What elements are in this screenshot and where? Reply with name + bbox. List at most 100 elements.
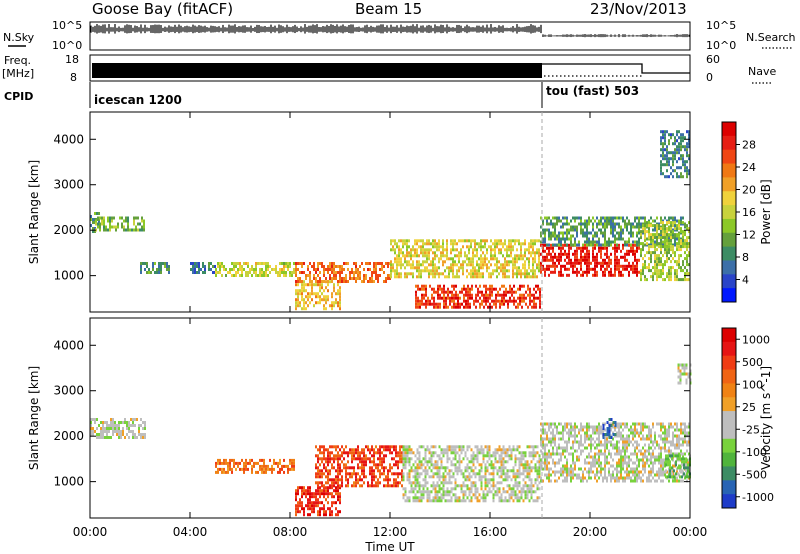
heatmap-cell: [531, 293, 533, 297]
heatmap-cell: [463, 284, 465, 288]
heatmap-cell: [634, 267, 636, 271]
heatmap-cell: [398, 248, 400, 252]
heatmap-cell: [424, 266, 426, 270]
heatmap-cell: [688, 172, 690, 176]
heatmap-cell: [337, 304, 339, 308]
heatmap-cell: [319, 510, 321, 514]
heatmap-cell: [540, 252, 542, 256]
heatmap-cell: [678, 157, 680, 161]
heatmap-cell: [612, 216, 614, 220]
colorbar-tick-label: 24: [742, 161, 756, 174]
heatmap-cell: [462, 475, 465, 479]
heatmap-cell: [566, 216, 568, 220]
heatmap-cell: [474, 275, 476, 279]
heatmap-cell: [646, 278, 648, 282]
heatmap-cell: [596, 255, 598, 259]
heatmap-cell: [299, 498, 301, 502]
heatmap-cell: [329, 265, 331, 268]
heatmap-cell: [317, 492, 319, 496]
heatmap-cell: [426, 493, 429, 497]
heatmap-cell: [570, 425, 572, 429]
heatmap-cell: [389, 469, 391, 473]
heatmap-cell: [566, 252, 568, 256]
heatmap-cell: [424, 475, 427, 479]
heatmap-cell: [588, 219, 590, 223]
heatmap-cell: [438, 257, 440, 261]
heatmap-cell: [337, 489, 339, 493]
heatmap-cell: [456, 472, 459, 476]
heatmap-cell: [508, 245, 510, 249]
heatmap-cell: [385, 448, 387, 452]
heatmap-cell: [259, 271, 261, 274]
heatmap-cell: [538, 454, 541, 458]
heatmap-cell: [309, 283, 311, 287]
heatmap-cell: [402, 445, 405, 449]
heatmap-cell: [293, 467, 295, 471]
heatmap-cell: [143, 225, 145, 229]
heatmap-cell: [596, 243, 598, 247]
heatmap-cell: [656, 266, 658, 270]
heatmap-cell: [564, 252, 566, 256]
heatmap-cell: [570, 219, 572, 223]
heatmap-cell: [600, 264, 602, 268]
heatmap-cell: [126, 433, 128, 436]
heatmap-cell: [430, 263, 432, 267]
heatmap-cell: [375, 451, 377, 455]
heatmap-cell: [416, 451, 419, 455]
heatmap-cell: [552, 428, 554, 432]
heatmap-cell: [528, 272, 530, 276]
heatmap-cell: [404, 493, 407, 497]
heatmap-cell: [542, 255, 544, 259]
heatmap-cell: [265, 271, 267, 274]
heatmap-cell: [454, 478, 457, 482]
heatmap-cell: [544, 461, 546, 465]
heatmap-cell: [263, 467, 265, 471]
heatmap-cell: [548, 422, 550, 426]
heatmap-cell: [584, 431, 586, 435]
heatmap-cell: [433, 287, 435, 291]
heatmap-cell: [674, 148, 676, 152]
heatmap-cell: [476, 269, 478, 273]
heatmap-cell: [105, 225, 107, 229]
heatmap-cell: [414, 469, 417, 473]
heatmap-cell: [654, 248, 656, 252]
heatmap-cell: [552, 270, 554, 274]
heatmap-cell: [103, 219, 105, 223]
heatmap-cell: [668, 275, 670, 279]
heatmap-cell: [428, 248, 430, 252]
heatmap-cell: [437, 296, 439, 300]
heatmap-cell: [602, 225, 604, 229]
heatmap-cell: [233, 461, 235, 465]
heatmap-cell: [472, 493, 475, 497]
heatmap-cell: [363, 463, 365, 467]
heatmap-cell: [460, 469, 463, 473]
heatmap-cell: [464, 478, 467, 482]
heatmap-cell: [106, 421, 108, 424]
heatmap-cell: [359, 265, 361, 268]
heatmap-cell: [428, 242, 430, 246]
heatmap-cell: [245, 458, 247, 462]
heatmap-cell: [450, 460, 453, 464]
heatmap-cell: [476, 263, 478, 267]
heatmap-cell: [460, 251, 462, 255]
heatmap-cell: [544, 446, 546, 450]
heatmap-cell: [299, 271, 301, 274]
heatmap-cell: [335, 445, 337, 449]
heatmap-cell: [422, 469, 425, 473]
heatmap-cell: [582, 246, 584, 250]
heatmap-cell: [676, 172, 678, 176]
heatmap-cell: [480, 496, 483, 500]
heatmap-cell: [438, 499, 441, 503]
heatmap-cell: [319, 301, 321, 305]
heatmap-cell: [492, 475, 495, 479]
heatmap-cell: [389, 463, 391, 467]
heatmap-cell: [125, 219, 127, 223]
heatmap-cell: [420, 239, 422, 243]
heatmap-cell: [674, 275, 676, 279]
heatmap-cell: [554, 464, 556, 468]
heatmap-cell: [321, 460, 323, 464]
heatmap-cell: [576, 273, 578, 277]
heatmap-cell: [544, 467, 546, 471]
cpid-label: CPID: [4, 90, 33, 103]
heatmap-cell: [528, 469, 531, 473]
